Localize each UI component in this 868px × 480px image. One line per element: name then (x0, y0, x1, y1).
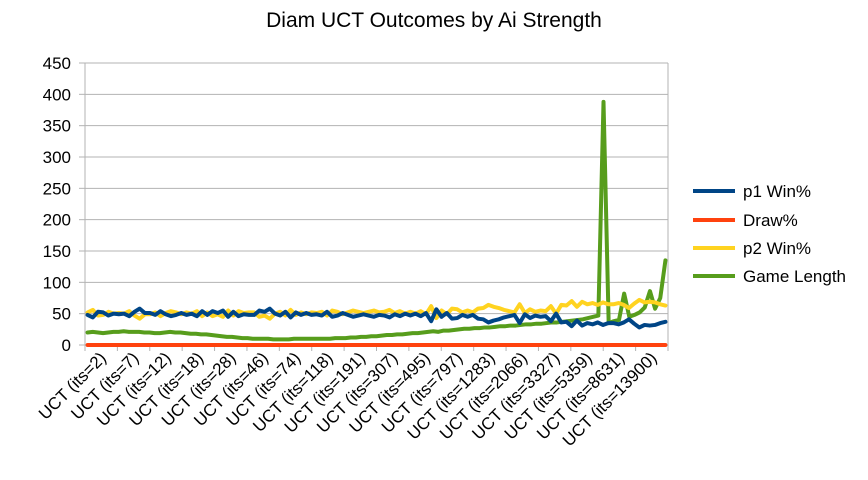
legend-label-1: Draw% (743, 211, 798, 230)
y-tick-label: 400 (43, 85, 71, 104)
y-tick-label: 50 (52, 305, 71, 324)
y-tick-label: 450 (43, 54, 71, 73)
y-tick-label: 0 (62, 336, 71, 355)
series-line-3 (85, 99, 668, 342)
x-axis: UCT (its=2)UCT (its=7)UCT (its=12)UCT (i… (35, 345, 669, 450)
legend-label-2: p2 Win% (743, 239, 811, 258)
y-tick-label: 250 (43, 179, 71, 198)
legend-label-0: p1 Win% (743, 182, 811, 201)
y-axis: 0 50 100 150 200 250 300 350 400 450 (43, 54, 669, 355)
series-line-0 (85, 306, 668, 330)
series-lines (85, 99, 668, 347)
chart-title: Diam UCT Outcomes by Ai Strength (266, 9, 602, 32)
y-tick-label: 350 (43, 117, 71, 136)
y-tick-label: 300 (43, 148, 71, 167)
legend-label-3: Game Length (743, 267, 846, 286)
y-tick-label: 100 (43, 273, 71, 292)
legend: p1 Win% Draw% p2 Win% Game Length (693, 182, 846, 286)
y-tick-label: 150 (43, 242, 71, 261)
y-tick-label: 200 (43, 211, 71, 230)
